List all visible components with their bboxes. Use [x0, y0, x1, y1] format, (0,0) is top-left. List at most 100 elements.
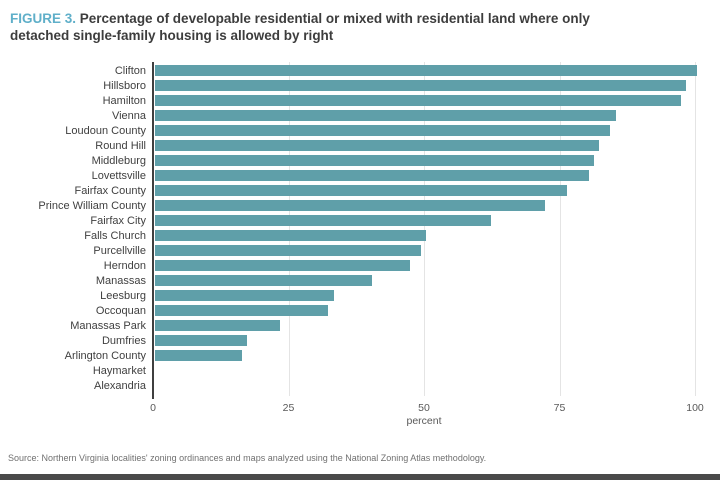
figure-title-main: Percentage of developable residential or… — [10, 11, 590, 44]
bar-row: Haymarket — [0, 363, 720, 378]
category-label: Haymarket — [92, 364, 146, 377]
bar-track — [154, 213, 696, 228]
bar-track — [154, 78, 696, 93]
category-label: Loudoun County — [65, 124, 146, 137]
bar-track — [154, 93, 696, 108]
gridline — [559, 62, 561, 396]
bar-track — [154, 63, 697, 78]
bar — [155, 170, 589, 181]
bar-track — [154, 183, 696, 198]
bar — [155, 95, 681, 106]
category-label: Arlington County — [64, 349, 146, 362]
bar — [155, 350, 242, 361]
bar-row: Manassas — [0, 273, 720, 288]
bar — [155, 305, 329, 316]
category-label: Round Hill — [95, 139, 146, 152]
bar-row: Prince William County — [0, 198, 720, 213]
bar-track — [154, 108, 696, 123]
category-label: Lovettsville — [91, 169, 146, 182]
category-label: Dumfries — [101, 334, 146, 347]
category-label: Hamilton — [102, 94, 146, 107]
bar-track — [154, 348, 696, 363]
bar-row: Round Hill — [0, 138, 720, 153]
category-label: Vienna — [111, 109, 146, 122]
bar-row: Arlington County — [0, 348, 720, 363]
bar-track — [154, 378, 696, 393]
bar — [155, 80, 687, 91]
bar — [155, 260, 410, 271]
gridline — [288, 62, 290, 396]
bar — [155, 155, 595, 166]
bar-track — [154, 303, 696, 318]
bar — [155, 185, 567, 196]
bar-row: Lovettsville — [0, 168, 720, 183]
bar — [155, 230, 426, 241]
bar-row: Middleburg — [0, 153, 720, 168]
bar — [155, 125, 611, 136]
bar — [155, 245, 421, 256]
bar-row: Hamilton — [0, 93, 720, 108]
figure-number-label: FIGURE 3. — [10, 11, 77, 26]
bar-row: Vienna — [0, 108, 720, 123]
bar-row: Loudoun County — [0, 123, 720, 138]
x-tick-label: 100 — [686, 402, 704, 414]
gridline — [695, 62, 696, 396]
bar-track — [154, 288, 696, 303]
bar-row: Dumfries — [0, 333, 720, 348]
bar-track — [154, 243, 696, 258]
bar-row: Herndon — [0, 258, 720, 273]
bar — [155, 200, 546, 211]
bar — [155, 290, 334, 301]
x-tick-label: 50 — [418, 402, 430, 414]
bar-track — [154, 138, 696, 153]
bar — [155, 110, 616, 121]
bar-track — [154, 228, 696, 243]
bar-track — [154, 153, 696, 168]
bar-track — [154, 198, 696, 213]
bar-row: Alexandria — [0, 378, 720, 393]
x-axis: 0 25 50 75 100 — [150, 402, 704, 416]
category-label: Manassas — [95, 274, 146, 287]
bar-row: Fairfax County — [0, 183, 720, 198]
bar-track — [154, 273, 696, 288]
category-label: Hillsboro — [103, 79, 146, 92]
x-tick-label: 25 — [282, 402, 295, 414]
bar-track — [154, 363, 696, 378]
category-label: Purcellville — [93, 244, 146, 257]
bar-row: Leesburg — [0, 288, 720, 303]
bar — [155, 320, 280, 331]
category-label: Leesburg — [100, 289, 146, 302]
category-label: Manassas Park — [70, 319, 146, 332]
page-crop-band — [0, 474, 720, 480]
bar-row: Fairfax City — [0, 213, 720, 228]
category-label: Clifton — [114, 64, 146, 77]
bar-track — [154, 168, 696, 183]
bar-track — [154, 123, 696, 138]
x-tick-label: 75 — [553, 402, 566, 414]
bar-track — [154, 258, 696, 273]
bar — [155, 335, 248, 346]
category-label: Middleburg — [91, 154, 146, 167]
category-label: Occoquan — [95, 304, 146, 317]
bar-rows: Clifton Hillsboro Hamilton Vienna Loudoun Co… — [0, 63, 720, 393]
category-label: Falls Church — [84, 229, 146, 242]
bar-row: Clifton — [0, 63, 720, 78]
bar-row: Falls Church — [0, 228, 720, 243]
bar — [155, 275, 372, 286]
bar-row: Purcellville — [0, 243, 720, 258]
x-tick-label: 0 — [150, 402, 156, 414]
bar-row: Manassas Park — [0, 318, 720, 333]
bar-track — [154, 318, 696, 333]
bar — [155, 65, 697, 76]
category-label: Alexandria — [94, 379, 146, 392]
bar — [155, 215, 492, 226]
figure-title: FIGURE 3. Percentage of developable resi… — [10, 10, 650, 45]
category-label: Herndon — [103, 259, 146, 272]
horizontal-bar-chart: Clifton Hillsboro Hamilton Vienna Loudoun Co… — [0, 62, 720, 428]
category-label: Prince William County — [38, 199, 146, 212]
y-axis-baseline — [152, 62, 154, 399]
source-note: Source: Northern Virginia localities' zo… — [8, 453, 487, 463]
plot-area — [153, 62, 696, 396]
x-axis-label: percent — [406, 415, 442, 427]
category-label: Fairfax City — [90, 214, 146, 227]
